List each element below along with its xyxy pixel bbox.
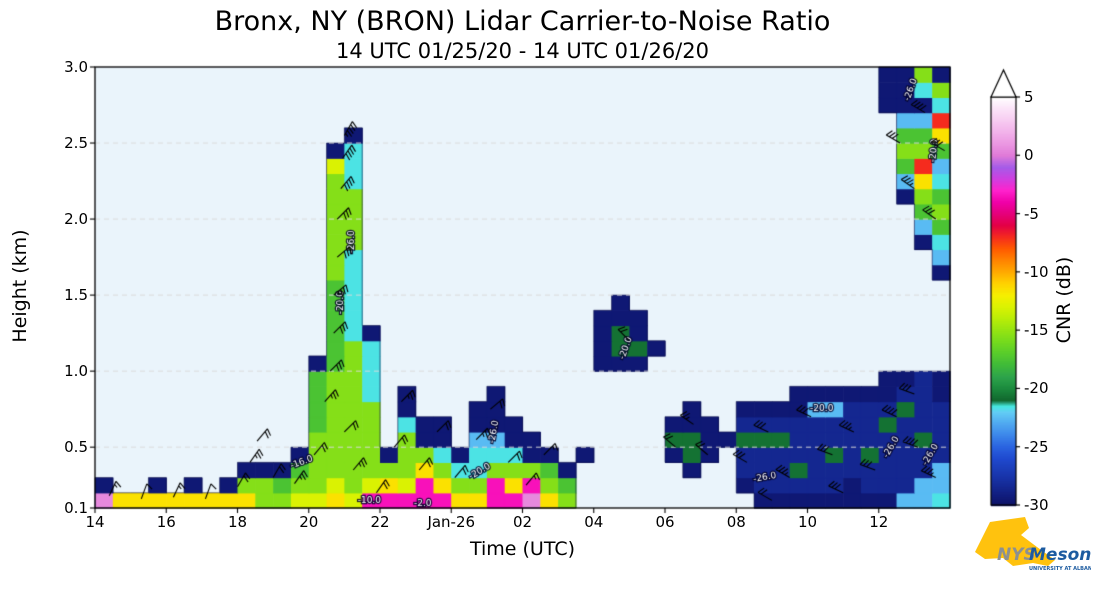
x-tick-label: Jan-26 xyxy=(427,513,476,531)
logo-mesonet-text: Mesonet xyxy=(1029,545,1091,565)
y-axis-label: Height (km) xyxy=(9,229,31,343)
colorbar-tick-label: -15 xyxy=(1024,321,1049,340)
x-tick-label: 22 xyxy=(370,513,390,531)
y-tick-label: 1.0 xyxy=(64,362,88,381)
logo-nys-text: NYS xyxy=(997,545,1036,565)
x-tick-label: 02 xyxy=(512,513,533,531)
colorbar-tick-label: -20 xyxy=(1024,379,1049,398)
y-tick-label: 0.5 xyxy=(64,438,88,457)
x-tick-label: 12 xyxy=(869,513,889,531)
x-tick-label: 14 xyxy=(85,513,105,531)
colorbar-tick-label: -25 xyxy=(1024,437,1049,456)
x-tick-label: 04 xyxy=(584,513,604,531)
colorbar-tick-label: -30 xyxy=(1024,496,1049,514)
chart-title: Bronx, NY (BRON) Lidar Carrier-to-Noise … xyxy=(214,6,831,37)
y-tick-label: 1.5 xyxy=(64,286,88,305)
x-tick-label: 10 xyxy=(797,513,818,531)
x-tick-label: 16 xyxy=(156,513,176,531)
x-axis-label: Time (UTC) xyxy=(469,538,576,560)
colorbar-label: CNR (dB) xyxy=(1053,256,1075,344)
nys-mesonet-logo: NYS Mesonet UNIVERSITY AT ALBANY xyxy=(975,517,1091,572)
y-tick-label: 2.0 xyxy=(64,210,88,229)
x-tick-label: 18 xyxy=(227,513,248,531)
x-tick-label: 08 xyxy=(726,513,746,531)
chart-subtitle: 14 UTC 01/25/20 - 14 UTC 01/26/20 xyxy=(336,39,709,63)
colorbar-tick-label: 5 xyxy=(1024,88,1034,106)
x-tick-label: 06 xyxy=(655,513,675,531)
colorbar-tick-label: -10 xyxy=(1024,262,1049,281)
colorbar-tick-label: 0 xyxy=(1024,146,1034,165)
y-tick-label: 2.5 xyxy=(64,134,88,153)
logo-tagline-text: UNIVERSITY AT ALBANY xyxy=(1029,566,1091,572)
x-tick-label: 20 xyxy=(299,513,319,531)
colorbar-tick-label: -5 xyxy=(1024,204,1039,223)
y-tick-label: 0.1 xyxy=(64,499,88,517)
ny-state-shape xyxy=(975,517,1055,566)
y-tick-label: 3.0 xyxy=(64,58,88,76)
